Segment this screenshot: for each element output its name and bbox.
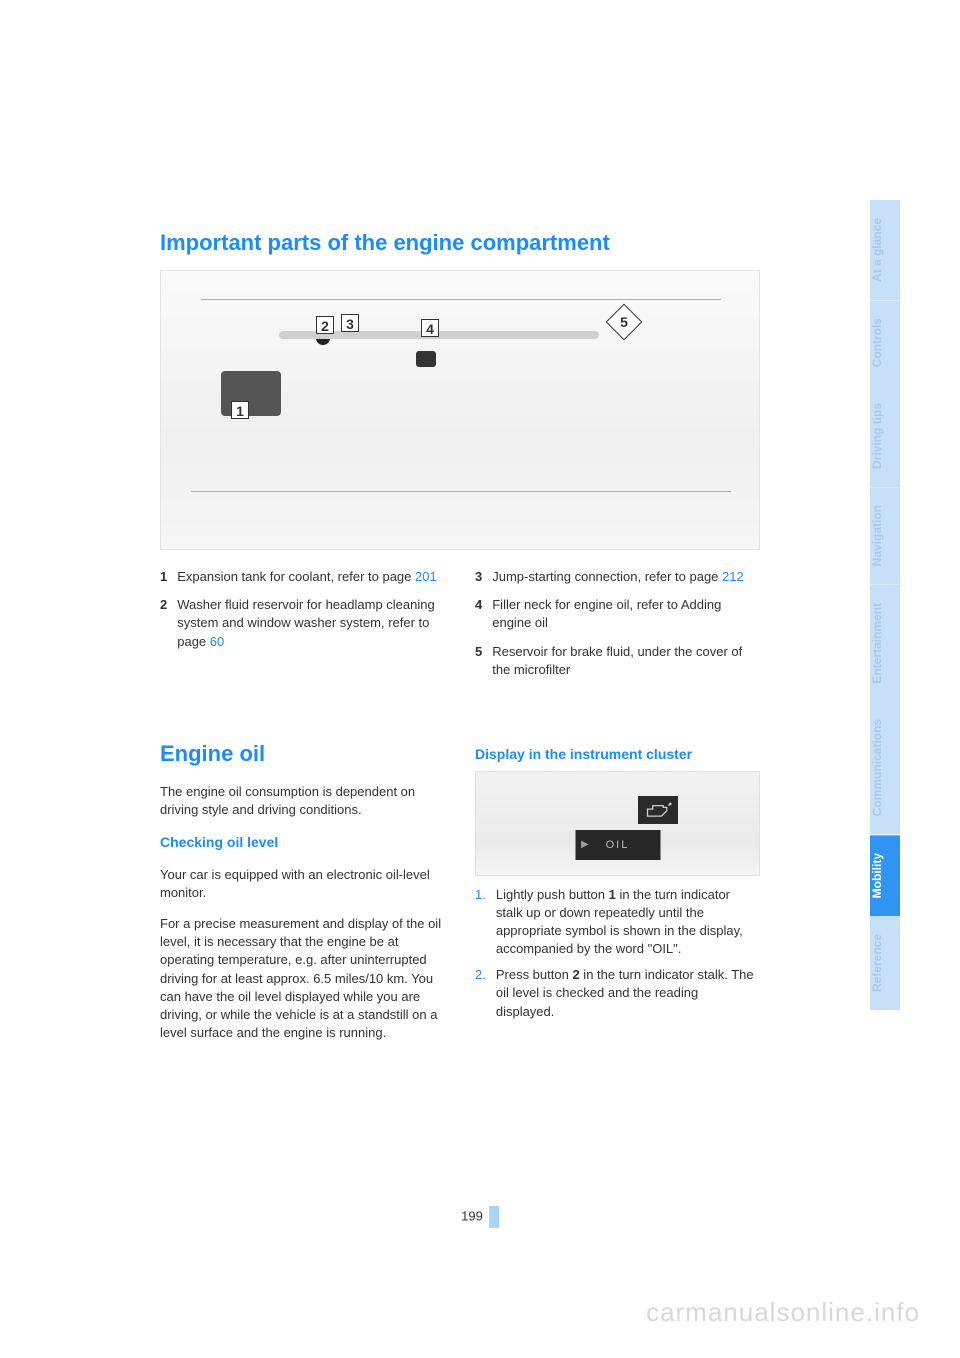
step-text: Lightly push button 1 in the turn indica… bbox=[496, 886, 760, 959]
side-tabs: At a glanceControlsDriving tipsNavigatio… bbox=[870, 200, 900, 1010]
legend-number: 3 bbox=[475, 568, 482, 586]
side-tab[interactable]: At a glance bbox=[870, 200, 900, 300]
instrument-cluster-figure: OIL bbox=[475, 771, 760, 876]
figure-callout: 1 bbox=[231, 401, 249, 419]
legend-number: 1 bbox=[160, 568, 167, 586]
side-tab[interactable]: Communications bbox=[870, 701, 900, 834]
checking-oil-p2: For a precise measurement and display of… bbox=[160, 915, 445, 1042]
cluster-screen-label: OIL bbox=[575, 830, 660, 860]
legend-right: 3 Jump-starting connection, refer to page… bbox=[475, 568, 760, 689]
legend-columns: 1 Expansion tank for coolant, refer to pa… bbox=[160, 568, 760, 689]
step-number: 2. bbox=[475, 966, 486, 1021]
page-number: 199 bbox=[461, 1206, 499, 1228]
page-link[interactable]: 212 bbox=[722, 569, 744, 584]
manual-page: Important parts of the engine compartmen… bbox=[0, 0, 960, 1358]
side-tab[interactable]: Mobility bbox=[870, 835, 900, 916]
side-tab[interactable]: Driving tips bbox=[870, 385, 900, 487]
side-tab[interactable]: Reference bbox=[870, 916, 900, 1010]
page-link[interactable]: 201 bbox=[415, 569, 437, 584]
side-tab[interactable]: Navigation bbox=[870, 487, 900, 584]
legend-text: Reservoir for brake fluid, under the cov… bbox=[492, 643, 760, 679]
engine-oil-section: Engine oil The engine oil consumption is… bbox=[160, 739, 760, 1055]
legend-item: 2Washer fluid reservoir for headlamp cle… bbox=[160, 596, 445, 651]
legend-text: Jump-starting connection, refer to page … bbox=[492, 568, 744, 586]
legend-left: 1 Expansion tank for coolant, refer to pa… bbox=[160, 568, 445, 689]
engine-oil-intro: The engine oil consumption is dependent … bbox=[160, 783, 445, 819]
oil-can-icon bbox=[638, 796, 678, 824]
legend-text: Washer fluid reservoir for headlamp clea… bbox=[177, 596, 445, 651]
engine-oil-title: Engine oil bbox=[160, 739, 445, 770]
step-number: 1. bbox=[475, 886, 486, 959]
step-item: 2.Press button 2 in the turn indicator s… bbox=[475, 966, 760, 1021]
side-tab[interactable]: Controls bbox=[870, 300, 900, 385]
figure-callout: 5 bbox=[606, 304, 643, 341]
figure-callout: 4 bbox=[421, 319, 439, 337]
figure-callout: 2 bbox=[316, 316, 334, 334]
checking-oil-title: Checking oil level bbox=[160, 833, 445, 853]
engine-compartment-figure: 12345 bbox=[160, 270, 760, 550]
legend-item: 5 Reservoir for brake fluid, under the co… bbox=[475, 643, 760, 679]
legend-item: 3 Jump-starting connection, refer to page… bbox=[475, 568, 760, 586]
section-title: Important parts of the engine compartmen… bbox=[160, 230, 840, 256]
legend-number: 2 bbox=[160, 596, 167, 651]
legend-number: 5 bbox=[475, 643, 482, 679]
figure-callout: 3 bbox=[341, 314, 359, 332]
side-tab[interactable]: Entertainment bbox=[870, 585, 900, 702]
legend-item: 4 Filler neck for engine oil, refer to Ad… bbox=[475, 596, 760, 632]
legend-number: 4 bbox=[475, 596, 482, 632]
step-text: Press button 2 in the turn indicator sta… bbox=[496, 966, 760, 1021]
steps-list: 1.Lightly push button 1 in the turn indi… bbox=[475, 886, 760, 1021]
watermark: carmanualsonline.info bbox=[646, 1297, 920, 1328]
legend-text: Filler neck for engine oil, refer to Add… bbox=[492, 596, 760, 632]
legend-text: Expansion tank for coolant, refer to pag… bbox=[177, 568, 436, 586]
legend-item: 1 Expansion tank for coolant, refer to pa… bbox=[160, 568, 445, 586]
page-link[interactable]: 60 bbox=[210, 634, 224, 649]
step-item: 1.Lightly push button 1 in the turn indi… bbox=[475, 886, 760, 959]
checking-oil-p1: Your car is equipped with an electronic … bbox=[160, 866, 445, 902]
display-cluster-title: Display in the instrument cluster bbox=[475, 745, 760, 765]
